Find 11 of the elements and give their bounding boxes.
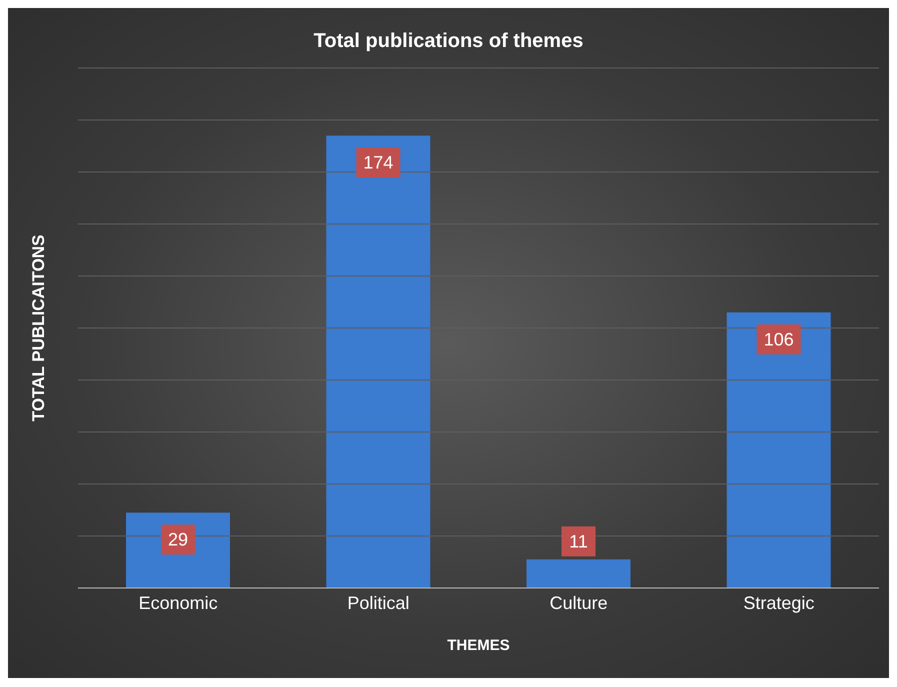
x-tick-label: Culture <box>550 592 608 613</box>
data-label: 29 <box>168 530 188 550</box>
chart-title: Total publications of themes <box>312 29 584 54</box>
data-label: 106 <box>764 329 794 350</box>
x-tick-label: Political <box>347 592 410 613</box>
x-tick-label: Economic <box>138 592 218 613</box>
x-tick-label: Strategic <box>743 592 814 613</box>
data-label: 11 <box>569 531 588 552</box>
data-label: 174 <box>363 152 394 173</box>
x-axis-title: THEMES <box>447 637 510 654</box>
y-axis-title: TOTAL PUBLICAITONS <box>29 234 48 422</box>
